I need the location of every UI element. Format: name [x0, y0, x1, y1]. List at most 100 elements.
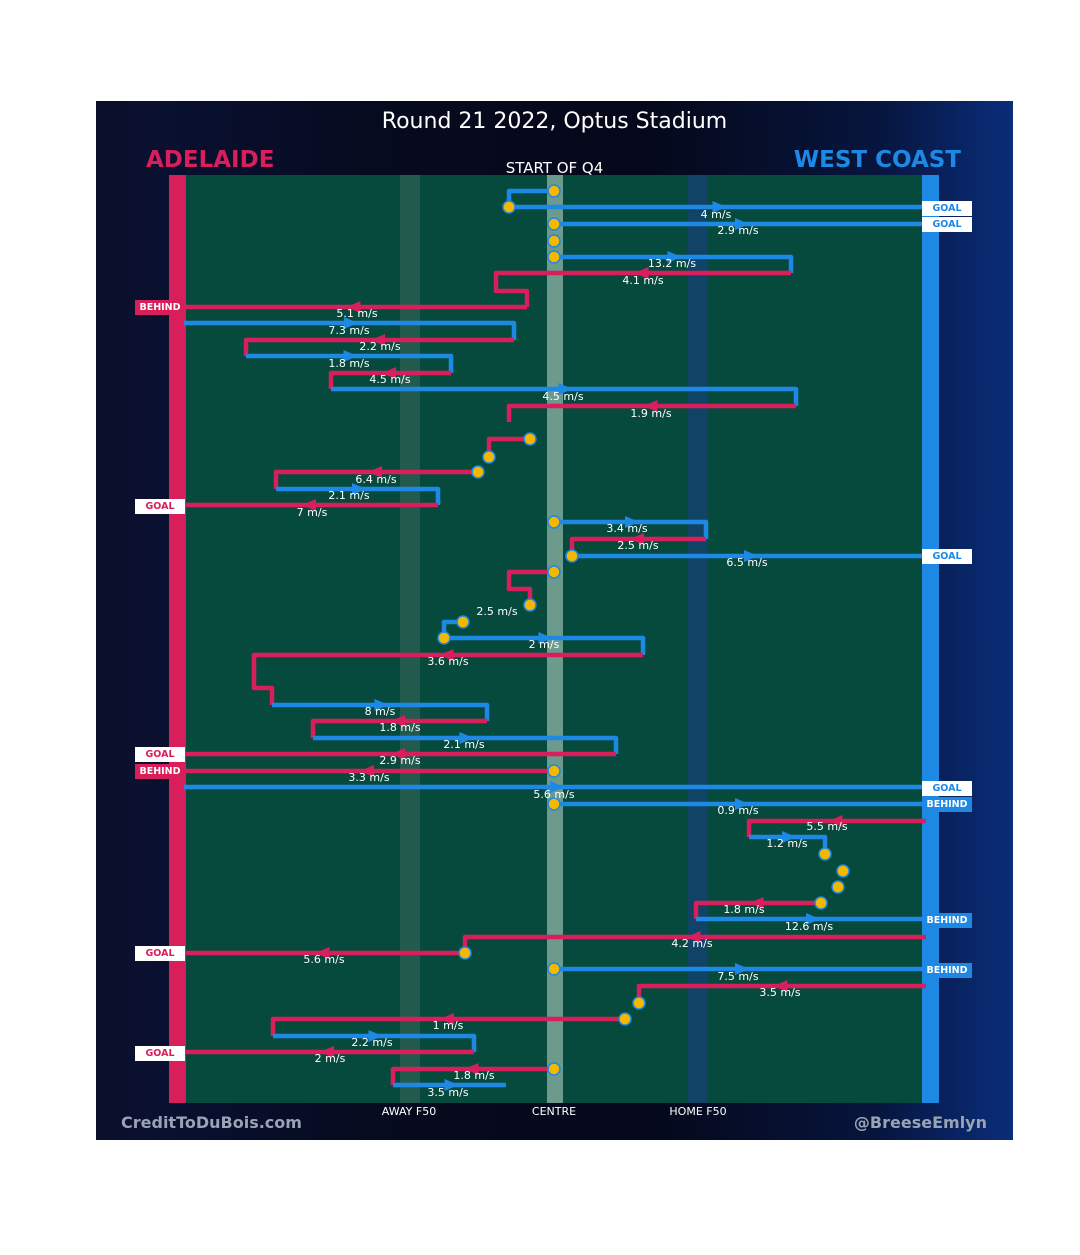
speed-label: 6.4 m/s: [355, 473, 396, 486]
west-coast-chain-path: [184, 320, 517, 340]
direction-arrow: [630, 533, 644, 545]
adelaide-chain-path: [310, 718, 487, 738]
speed-label: 0.9 m/s: [717, 804, 758, 817]
zone-label-home: HOME F50: [669, 1105, 727, 1118]
speed-label: 3.5 m/s: [759, 986, 800, 999]
speed-label: 5.6 m/s: [533, 788, 574, 801]
speed-label: 2 m/s: [315, 1052, 346, 1065]
west-coast-goal-line: [922, 175, 939, 1103]
stoppage-marker: [547, 797, 561, 811]
speed-label: 2.2 m/s: [359, 340, 400, 353]
direction-arrow: [374, 699, 389, 711]
west-coast-chain-path: [272, 702, 490, 721]
stoppage-marker: [831, 880, 845, 894]
adelaide-chain-path: [493, 270, 791, 307]
direction-arrow: [346, 301, 361, 313]
speed-label: 5.5 m/s: [806, 820, 847, 833]
outcome-tag: GOAL: [135, 946, 185, 961]
direction-arrow: [344, 317, 358, 329]
direction-arrow: [744, 550, 758, 562]
team-left-label: ADELAIDE: [146, 147, 275, 173]
adelaide-goal-line: [169, 175, 186, 1103]
direction-arrow: [749, 897, 764, 909]
speed-label: 7.5 m/s: [717, 970, 758, 983]
speed-label: 2.1 m/s: [328, 489, 369, 502]
speed-label: 3.5 m/s: [427, 1086, 468, 1099]
speed-label: 4.5 m/s: [369, 373, 410, 386]
speed-label: 1 m/s: [433, 1019, 464, 1032]
adelaide-chain-path: [390, 1066, 554, 1085]
adelaide-chain-path: [328, 370, 451, 389]
stoppage-marker: [471, 465, 485, 479]
stoppage-marker: [502, 200, 516, 214]
speed-label: 2.5 m/s: [476, 605, 517, 618]
stoppage-marker: [814, 896, 828, 910]
footer-credit: CreditToDuBois.com: [121, 1113, 302, 1132]
speed-label: 5.6 m/s: [303, 953, 344, 966]
speed-label: 8 m/s: [365, 705, 396, 718]
chart-frame: Round 21 2022, Optus Stadium ADELAIDE WE…: [96, 101, 1013, 1140]
stoppage-marker: [437, 631, 451, 645]
direction-arrow: [368, 1030, 383, 1042]
speed-label: 4 m/s: [701, 208, 732, 221]
direction-arrow: [782, 831, 796, 843]
speed-label: 1.2 m/s: [766, 837, 807, 850]
west-coast-chain-path: [273, 1033, 477, 1052]
outcome-tag: GOAL: [135, 747, 185, 762]
stoppage-marker: [523, 598, 537, 612]
direction-arrow: [343, 350, 358, 362]
stoppage-marker: [547, 184, 561, 198]
outcome-tag: GOAL: [135, 499, 185, 514]
zone-label-away: AWAY F50: [381, 1105, 437, 1118]
direction-arrow: [439, 649, 454, 661]
speed-label: 7 m/s: [297, 506, 328, 519]
stoppage-marker: [547, 565, 561, 579]
stoppage-marker: [547, 217, 561, 231]
west-coast-chain-path: [331, 386, 799, 406]
direction-arrow: [538, 632, 553, 644]
stoppage-marker: [482, 450, 496, 464]
speed-label: 1.8 m/s: [453, 1069, 494, 1082]
stoppage-marker: [618, 1012, 632, 1026]
speed-label: 2.2 m/s: [351, 1036, 392, 1049]
adelaide-chain-path: [270, 1016, 625, 1036]
adelaide-chain-path: [506, 403, 796, 422]
away-f50-line: [400, 175, 420, 1103]
speed-label: 6.5 m/s: [726, 556, 767, 569]
outcome-tag: GOAL: [922, 549, 972, 564]
speed-label: 2 m/s: [529, 638, 560, 651]
direction-arrow: [391, 715, 405, 727]
direction-arrow: [773, 980, 788, 992]
team-right-label: WEST COAST: [793, 147, 961, 173]
speed-label: 2.9 m/s: [717, 224, 758, 237]
speed-label: 1.8 m/s: [328, 357, 369, 370]
stoppage-marker: [456, 615, 470, 629]
direction-arrow: [667, 251, 682, 263]
stoppage-marker: [836, 864, 850, 878]
speed-label: 1.8 m/s: [723, 903, 764, 916]
outcome-tag: BEHIND: [135, 300, 185, 315]
speed-label: 4.1 m/s: [622, 274, 663, 287]
direction-arrow: [444, 1079, 459, 1091]
speed-label: 5.1 m/s: [336, 307, 377, 320]
direction-arrow: [625, 516, 639, 528]
outcome-tag: GOAL: [135, 1046, 185, 1061]
stoppage-marker: [523, 432, 537, 446]
direction-arrow: [440, 1013, 454, 1025]
adelaide-chain-path: [746, 818, 926, 837]
speed-label: 2.1 m/s: [443, 738, 484, 751]
direction-arrow: [464, 1063, 479, 1075]
adelaide-chain-path: [506, 569, 554, 605]
stoppage-marker: [565, 549, 579, 563]
direction-arrow: [735, 798, 749, 810]
stoppage-marker: [547, 1062, 561, 1076]
stoppage-marker: [818, 847, 832, 861]
adelaide-chain-path: [251, 652, 643, 705]
stoppage-marker: [547, 250, 561, 264]
speed-label: 4.2 m/s: [671, 937, 712, 950]
outcome-tag: BEHIND: [922, 913, 972, 928]
direction-arrow: [712, 201, 727, 213]
speed-label: 2.9 m/s: [379, 754, 420, 767]
speed-label: 3.6 m/s: [427, 655, 468, 668]
direction-arrow: [634, 267, 649, 279]
